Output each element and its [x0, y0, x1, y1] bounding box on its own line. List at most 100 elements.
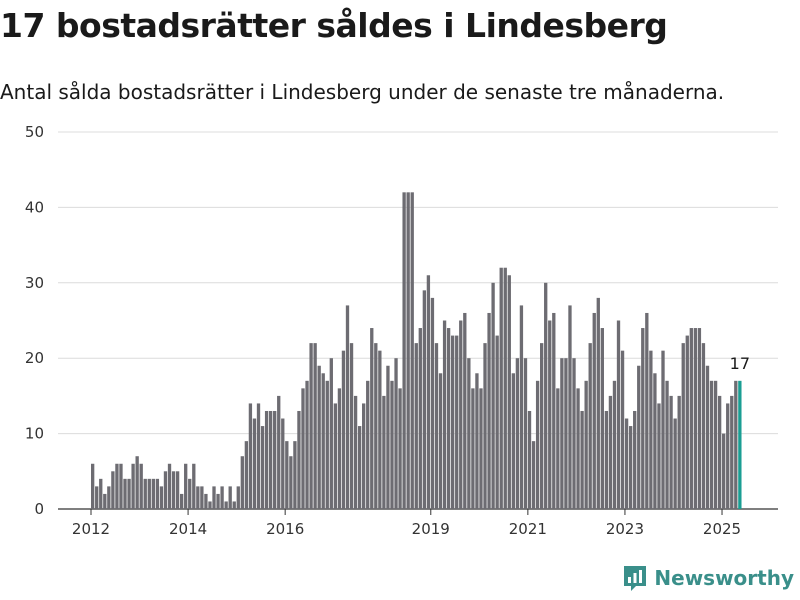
bar [111, 471, 115, 509]
bar [548, 320, 552, 509]
bar [633, 410, 637, 509]
bar [236, 486, 240, 509]
bar [208, 501, 212, 509]
bar [281, 418, 285, 509]
bar [362, 403, 366, 509]
bar [103, 493, 107, 509]
newsworthy-logo-icon [624, 566, 647, 591]
x-tick-label: 2021 [509, 520, 547, 538]
bar [446, 328, 451, 509]
bar [535, 380, 540, 509]
bar [624, 418, 629, 509]
bar [366, 380, 370, 509]
bar [244, 441, 249, 509]
bar [507, 275, 511, 509]
bar [325, 380, 329, 509]
bar [580, 410, 584, 509]
bar [305, 380, 309, 509]
bar [224, 501, 228, 509]
bar [717, 395, 722, 509]
bar [552, 312, 556, 509]
bar [495, 335, 499, 509]
bar [701, 343, 706, 509]
bar [523, 358, 528, 509]
bar [99, 478, 103, 509]
bar [673, 418, 677, 509]
bar [135, 456, 139, 509]
chart-subtitle: Antal sålda bostadsrätter i Lindesberg u… [0, 80, 725, 104]
bar [410, 192, 414, 509]
bar [620, 350, 625, 509]
bar [171, 471, 176, 509]
bar [730, 395, 734, 509]
y-tick-label: 40 [25, 198, 44, 216]
bar [451, 335, 455, 509]
highlight-value-label: 17 [730, 354, 750, 373]
bar [616, 320, 621, 509]
bar [188, 478, 192, 509]
bar [252, 418, 257, 509]
bar [273, 410, 277, 509]
x-tick-label: 2023 [606, 520, 644, 538]
bar [560, 358, 564, 509]
y-tick-label: 10 [25, 425, 44, 443]
bar [289, 456, 293, 509]
x-tick-label: 2019 [412, 520, 450, 538]
y-tick-label: 20 [25, 349, 44, 367]
bar [531, 441, 536, 509]
bar [483, 343, 487, 509]
bar [232, 501, 236, 509]
bar-highlight [738, 380, 742, 509]
bar [349, 343, 354, 509]
bar [378, 350, 382, 509]
bar [248, 403, 253, 509]
bar [212, 486, 216, 509]
bar [256, 403, 261, 509]
y-tick-label: 50 [25, 123, 44, 141]
bar [394, 358, 398, 509]
bar [163, 471, 168, 509]
x-tick-label: 2012 [72, 520, 110, 538]
bar [329, 358, 333, 509]
bar [151, 478, 155, 509]
bar [471, 388, 475, 509]
bar [455, 335, 459, 509]
bar [572, 358, 576, 509]
bar [91, 463, 95, 509]
axis-layer: 0 10 20 30 40 50 17 2012 2014 2016 2019 2021 2023 202… [25, 123, 750, 538]
bar [665, 380, 669, 509]
bar [337, 388, 342, 509]
bar [503, 267, 507, 509]
bar [713, 380, 718, 509]
bar [309, 343, 313, 509]
y-tick-label: 30 [25, 274, 44, 292]
newsworthy-logo[interactable]: Newsworthy [622, 564, 794, 592]
bar [544, 282, 548, 509]
bar [341, 350, 346, 509]
bar [628, 426, 633, 509]
bar [600, 328, 604, 509]
bar [139, 463, 143, 509]
bar [649, 350, 653, 509]
bar [200, 486, 204, 509]
bar [374, 343, 378, 509]
bar [382, 395, 386, 509]
bar [689, 328, 693, 509]
bar [115, 463, 119, 509]
bar [390, 380, 394, 509]
bar [277, 395, 281, 509]
bar [592, 312, 596, 509]
bar [422, 290, 427, 509]
bar [119, 463, 123, 509]
bar [370, 328, 374, 509]
bar [107, 486, 111, 509]
bar [479, 388, 483, 509]
bar [641, 328, 645, 509]
bar [268, 410, 273, 509]
bar [228, 486, 232, 509]
bar [220, 486, 224, 509]
bar [527, 410, 532, 509]
bar [608, 395, 613, 509]
bar [426, 275, 431, 509]
